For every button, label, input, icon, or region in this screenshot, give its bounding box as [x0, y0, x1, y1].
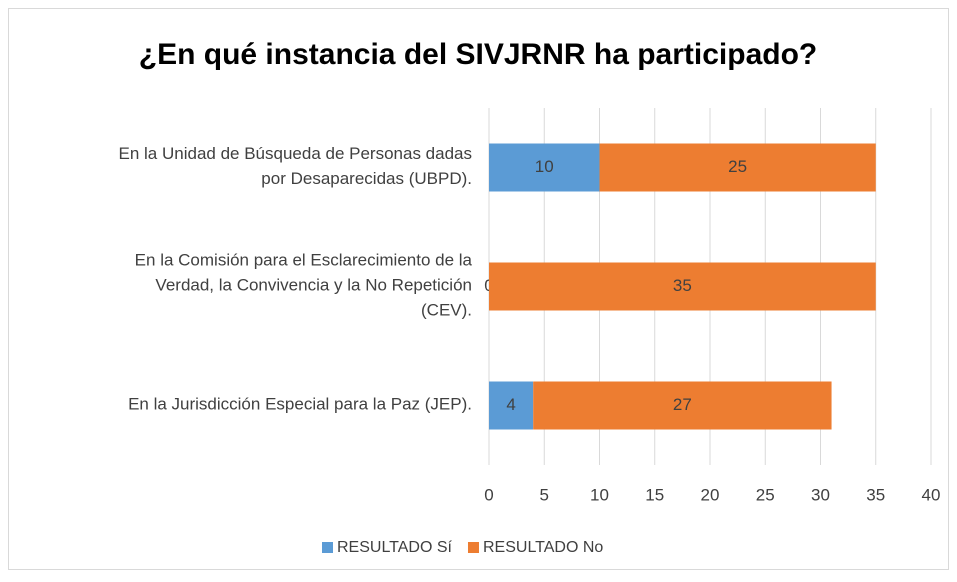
y-tick-label: En la Unidad de Búsqueda de Personas dad…: [119, 144, 472, 188]
data-label: 4: [506, 395, 515, 414]
y-tick-label: En la Comisión para el Esclarecimiento d…: [135, 251, 473, 320]
x-tick-label: 5: [540, 485, 549, 504]
x-tick-label: 20: [701, 485, 720, 504]
bar-segment: [489, 381, 534, 430]
data-label: 25: [728, 157, 747, 176]
bar-segment: [489, 143, 600, 192]
x-tick-label: 10: [590, 485, 609, 504]
legend-label: RESULTADO Sí: [337, 539, 453, 556]
x-tick-label: 40: [922, 485, 941, 504]
legend-label: RESULTADO No: [483, 539, 603, 556]
x-tick-label: 0: [484, 485, 493, 504]
bar-segment: [489, 262, 876, 311]
x-tick-label: 25: [756, 485, 775, 504]
legend-swatch: [467, 542, 479, 553]
legend-swatch: [322, 542, 333, 553]
bar-segment: [533, 381, 832, 430]
data-label: 27: [673, 395, 692, 414]
chart-title: ¿En qué instancia del SIVJRNR ha partici…: [139, 38, 817, 71]
y-tick-label: En la Jurisdicción Especial para la Paz …: [128, 395, 472, 414]
x-tick-label: 35: [866, 485, 885, 504]
x-tick-label: 15: [645, 485, 664, 504]
data-label: 10: [535, 157, 554, 176]
data-label: 35: [673, 276, 692, 295]
x-tick-label: 30: [811, 485, 830, 504]
bar-segment: [599, 143, 876, 192]
